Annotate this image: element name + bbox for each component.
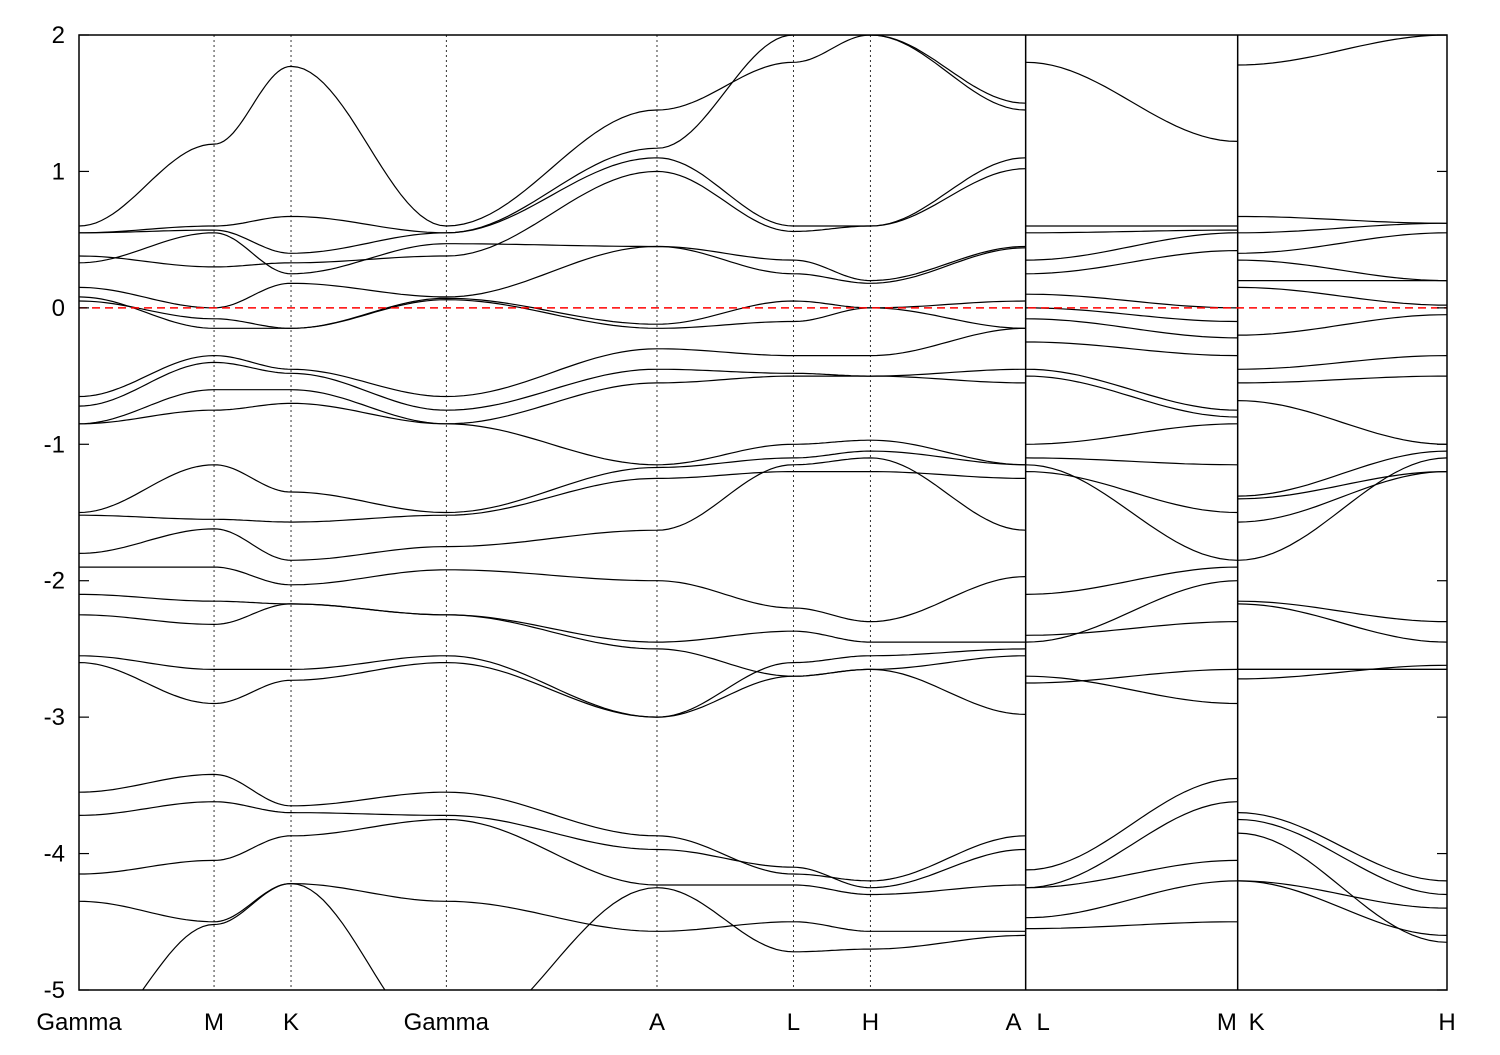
band-21 xyxy=(1025,777,1238,871)
band-22 xyxy=(79,801,1026,889)
band-10 xyxy=(1237,375,1447,384)
band-17 xyxy=(79,593,1026,643)
band-6 xyxy=(79,245,1026,309)
x-tick-label: M xyxy=(204,1009,224,1036)
band-17 xyxy=(1237,603,1447,643)
x-tick-label: A xyxy=(649,1009,665,1036)
band-20 xyxy=(79,648,1026,718)
band-7 xyxy=(1025,307,1238,323)
band-23 xyxy=(1237,880,1447,909)
y-axis: -5 -4 -3 -2 -1 0 1 2 xyxy=(44,22,1447,1004)
y-tick-label: -3 xyxy=(44,704,65,731)
band-8 xyxy=(79,299,1026,329)
x-tick-label: L xyxy=(787,1009,800,1036)
band-25 xyxy=(141,882,1026,990)
y-tick-label: -5 xyxy=(44,977,65,1004)
y-tick-label: -1 xyxy=(44,431,65,458)
x-tick-label: H xyxy=(1438,1009,1455,1036)
band-13 xyxy=(79,450,1026,514)
band-17 xyxy=(1025,621,1238,636)
band-14 xyxy=(79,471,1026,523)
band-15 xyxy=(1237,457,1447,561)
band-7 xyxy=(1237,286,1447,306)
band-5 xyxy=(1237,259,1447,282)
band-1 xyxy=(79,35,1026,227)
x-tick-label: Gamma xyxy=(36,1009,122,1036)
band-10 xyxy=(1025,368,1238,411)
band-6 xyxy=(1025,293,1238,309)
band-11 xyxy=(1237,400,1447,445)
band-21 xyxy=(79,773,1026,882)
band-3 xyxy=(79,157,1026,254)
band-9 xyxy=(79,327,1026,398)
band-5 xyxy=(1025,250,1238,275)
band-5 xyxy=(79,232,1026,282)
band-8 xyxy=(1237,314,1447,336)
x-tick-label: A xyxy=(1005,1009,1021,1036)
x-axis: Gamma M K Gamma A L H A L M K H xyxy=(36,1009,1455,1036)
band-1 xyxy=(1237,35,1447,66)
band-1 xyxy=(1025,61,1238,142)
band-7 xyxy=(79,296,1026,329)
band-24 xyxy=(1025,880,1238,919)
band-13 xyxy=(1025,457,1238,466)
band-15 xyxy=(79,457,1026,561)
band-22 xyxy=(1237,818,1447,896)
band-24 xyxy=(79,882,1026,932)
band-16 xyxy=(1237,600,1447,623)
y-tick-label: 0 xyxy=(52,295,65,322)
band-13 xyxy=(1237,471,1447,500)
band-12 xyxy=(79,402,1026,466)
band-12 xyxy=(1025,423,1238,445)
band-16 xyxy=(1025,566,1238,595)
band-3 xyxy=(1025,229,1238,234)
band-21 xyxy=(1237,812,1447,882)
band-11 xyxy=(1025,375,1238,418)
bands xyxy=(79,35,1447,990)
x-tick-label: K xyxy=(283,1009,299,1036)
x-tick-label: H xyxy=(862,1009,879,1036)
band-15 xyxy=(1025,464,1238,561)
band-22 xyxy=(1025,801,1238,889)
band-9 xyxy=(1237,355,1447,370)
band-12 xyxy=(1237,450,1447,497)
band-2 xyxy=(1237,215,1447,224)
band-4 xyxy=(1025,232,1238,261)
kpoint-gridlines xyxy=(213,35,1239,990)
y-tick-label: 2 xyxy=(52,22,65,49)
band-14 xyxy=(1025,471,1238,514)
band-3 xyxy=(1237,222,1447,234)
band-24 xyxy=(1237,880,1447,936)
band-23 xyxy=(79,818,1026,896)
band-2 xyxy=(79,35,1026,234)
x-tick-label: Gamma xyxy=(404,1009,490,1036)
band-19 xyxy=(79,655,1026,718)
x-tick-label: M xyxy=(1217,1009,1237,1036)
band-11 xyxy=(79,368,1026,425)
x-tick-label: K xyxy=(1249,1009,1265,1036)
x-tick-label: L xyxy=(1037,1009,1050,1036)
band-18 xyxy=(1025,580,1238,643)
band-4 xyxy=(1237,232,1447,254)
band-18 xyxy=(79,603,1026,677)
y-tick-label: 1 xyxy=(52,158,65,185)
band-8 xyxy=(1025,318,1238,339)
band-20 xyxy=(1025,668,1238,684)
band-16 xyxy=(79,566,1026,623)
band-4 xyxy=(79,168,1026,268)
band-9 xyxy=(1025,341,1238,357)
band-25 xyxy=(1237,832,1447,943)
y-tick-label: -2 xyxy=(44,568,65,595)
band-19 xyxy=(1025,675,1238,705)
plot-frame xyxy=(78,34,1448,991)
band-25 xyxy=(1025,921,1238,930)
band-19 xyxy=(1237,664,1447,680)
band-23 xyxy=(1025,859,1238,889)
band-14 xyxy=(1237,471,1447,523)
y-tick-label: -4 xyxy=(44,841,65,868)
